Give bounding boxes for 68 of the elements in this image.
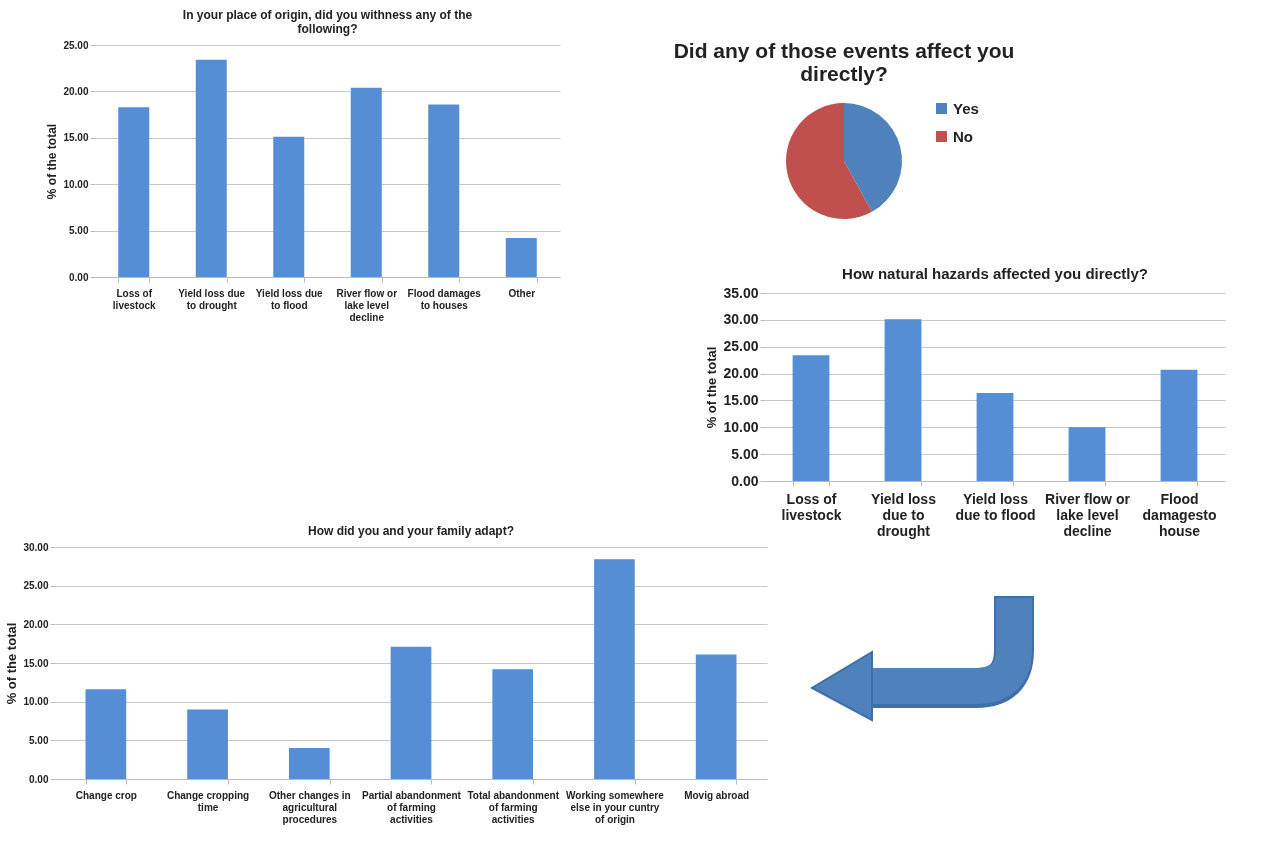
x-tick-label: Other [508,287,536,299]
bar [273,136,305,277]
y-tick-label: 10.00 [63,178,89,190]
bar [1068,427,1106,481]
y-axis-title: % of the total [704,346,720,429]
x-tick-label: Yield loss due to flood [255,287,324,311]
x-tick-label: Movig abroad [684,789,750,801]
x-tick-label: Loss of livestock [112,287,157,311]
y-axis-title: % of the total [45,123,60,200]
x-tick-label: Flood damages to houses [407,287,482,311]
bar [195,59,227,277]
x-tick-label: Total abandonment of farming activities [467,789,560,825]
y-tick-label: 5.00 [731,445,759,462]
chart-title: In your place of origin, did you withness any of the following? [182,8,473,36]
y-tick-label: 0.00 [69,271,89,283]
y-tick-label: 15.00 [63,132,89,144]
x-tick-label: Other changes in agricultural procedures [268,789,351,825]
x-tick-label: Working somewhere else in your cuntry of origin [566,789,665,825]
y-tick-label: 5.00 [69,225,89,237]
y-tick-label: 25.00 [23,580,49,592]
x-tick-label: Partial abandonment of farming activities [362,789,462,825]
x-tick-label: Yield loss due to drought [871,490,937,539]
y-tick-label: 0.00 [29,773,49,785]
bar [390,646,432,779]
y-tick-label: 35.00 [723,284,759,301]
legend-label: No [953,127,973,145]
bar [594,559,635,779]
bar [428,104,460,277]
chart-title: Did any of those events affect you directly? [673,39,1015,85]
x-tick-label: Change crop [75,789,137,801]
bar [85,689,127,779]
y-tick-label: 30.00 [23,541,49,553]
y-tick-label: 5.00 [29,734,49,746]
y-tick-label: 0.00 [731,472,759,489]
x-tick-label: River flow or lake level decline [336,287,398,323]
bar [350,87,382,277]
bar [1160,369,1198,481]
x-tick-label: Yield loss due to flood [955,490,1036,523]
bar [118,107,150,277]
y-tick-label: 10.00 [723,418,759,435]
bar [695,654,737,779]
y-tick-label: 30.00 [723,311,759,328]
x-tick-label: River flow or lake level decline [1045,490,1131,539]
bar [187,709,228,779]
bar [976,392,1014,481]
y-tick-label: 20.00 [63,85,89,97]
x-tick-label: Loss of livestock [781,490,842,523]
y-tick-label: 20.00 [723,365,759,382]
y-tick-label: 25.00 [63,39,89,51]
y-tick-label: 15.00 [723,391,759,408]
legend-label: Yes [953,99,979,117]
y-tick-label: 20.00 [23,618,49,630]
y-axis-title: % of the total [4,622,20,705]
bar [792,355,830,481]
y-tick-label: 25.00 [723,338,759,355]
x-tick-label: Flood damagesto house [1142,490,1217,539]
x-tick-label: Yield loss due to drought [178,287,246,311]
bar [492,669,534,779]
bar [288,748,330,779]
y-tick-label: 15.00 [23,657,49,669]
bar [505,238,537,277]
chart-title: How did you and your family adapt? [307,524,515,538]
pie-slice [786,103,872,219]
pie-slice [844,103,902,212]
bar [884,319,922,481]
x-tick-label: Change cropping time [166,789,250,813]
chart-title: How natural hazards affected you directly? [842,265,1148,282]
y-tick-label: 10.00 [23,696,49,708]
